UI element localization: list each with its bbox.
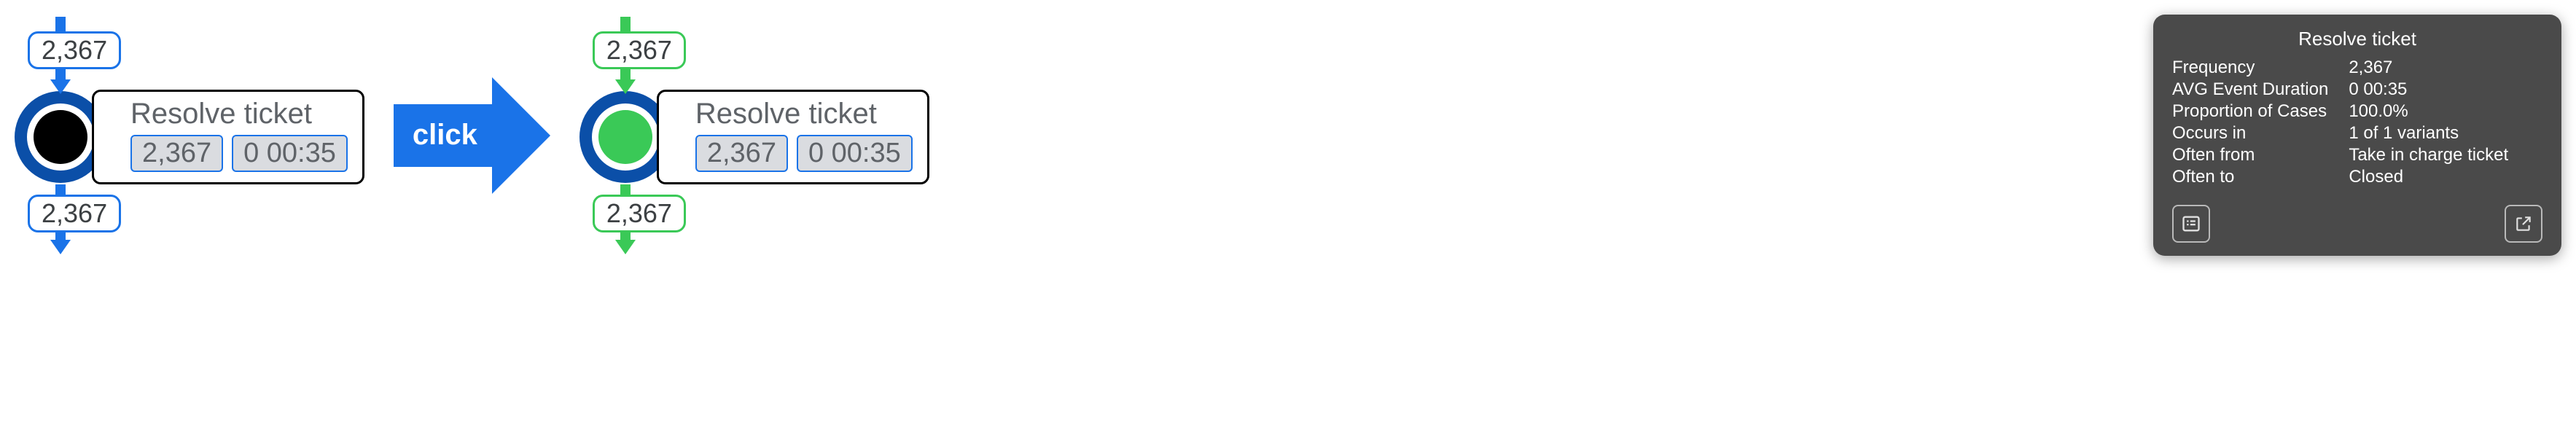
tooltip-title: Resolve ticket <box>2172 28 2542 50</box>
stat-duration: 0 00:35 <box>797 135 913 172</box>
click-arrow: click <box>394 77 550 194</box>
tooltip-row-label: AVG Event Duration <box>2172 79 2328 100</box>
edge-out-arrow <box>620 184 631 195</box>
open-external-button[interactable] <box>2505 205 2542 243</box>
tooltip-row-value: 2,367 <box>2349 58 2542 78</box>
tooltip-row-label: Proportion of Cases <box>2172 101 2328 122</box>
process-node-unselected: 2,367 Resolve ticket 2,367 0 00:35 2,367 <box>15 17 364 254</box>
tooltip-row-value: Take in charge ticket <box>2349 145 2542 165</box>
activity-card[interactable]: Resolve ticket 2,367 0 00:35 <box>92 90 364 184</box>
tooltip-row-label: Often from <box>2172 145 2328 165</box>
edge-out-arrow-tail <box>620 232 631 240</box>
edge-in-arrowhead <box>50 79 71 94</box>
edge-out-arrow <box>55 184 66 195</box>
edge-in-arrow-tail <box>55 69 66 79</box>
activity-title: Resolve ticket <box>688 98 913 130</box>
edge-in-label: 2,367 <box>28 31 121 69</box>
node-inner-circle <box>598 110 652 164</box>
edge-in-arrow-tail <box>620 69 631 79</box>
edge-out-label: 2,367 <box>28 195 121 232</box>
tooltip-row-value: 0 00:35 <box>2349 79 2542 100</box>
process-node-selected: 2,367 Resolve ticket 2,367 0 00:35 2,367 <box>579 17 929 254</box>
edge-out-arrowhead <box>615 240 636 254</box>
stat-frequency: 2,367 <box>130 135 223 172</box>
stat-duration: 0 00:35 <box>232 135 348 172</box>
edge-in-arrow <box>55 17 66 31</box>
tooltip-row-label: Occurs in <box>2172 123 2328 144</box>
edge-in-arrowhead <box>615 79 636 94</box>
tooltip-table: Frequency 2,367 AVG Event Duration 0 00:… <box>2172 58 2542 187</box>
tooltip-row-value: 100.0% <box>2349 101 2542 122</box>
activity-tooltip: Resolve ticket Frequency 2,367 AVG Event… <box>2153 15 2561 256</box>
list-icon <box>2181 214 2201 234</box>
external-link-icon <box>2514 214 2533 233</box>
tooltip-row-value: Closed <box>2349 167 2542 187</box>
stat-frequency: 2,367 <box>695 135 788 172</box>
tooltip-row-label: Often to <box>2172 167 2328 187</box>
activity-card[interactable]: Resolve ticket 2,367 0 00:35 <box>657 90 929 184</box>
edge-out-label: 2,367 <box>593 195 686 232</box>
tooltip-row-label: Frequency <box>2172 58 2328 78</box>
edge-in-label: 2,367 <box>593 31 686 69</box>
node-inner-circle <box>34 110 87 164</box>
edge-out-arrow-tail <box>55 232 66 240</box>
click-arrowhead <box>492 77 550 194</box>
edge-out-arrowhead <box>50 240 71 254</box>
edge-in-arrow <box>620 17 631 31</box>
tooltip-row-value: 1 of 1 variants <box>2349 123 2542 144</box>
details-button[interactable] <box>2172 205 2210 243</box>
activity-title: Resolve ticket <box>123 98 348 130</box>
click-label: click <box>394 104 492 167</box>
